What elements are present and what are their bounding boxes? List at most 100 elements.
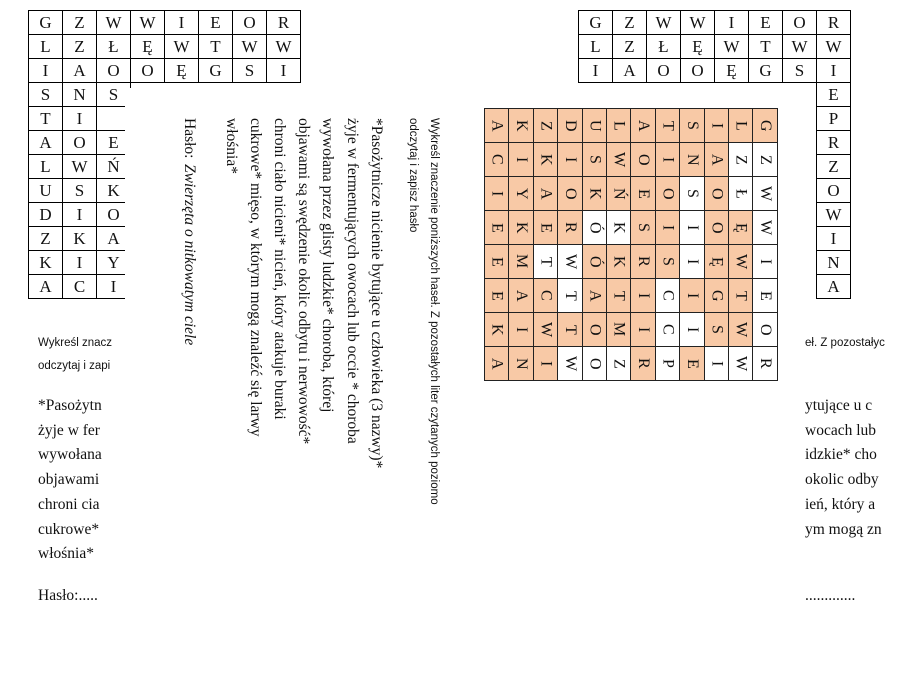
word-search-cell: W	[728, 244, 754, 279]
word-search-cell: A	[630, 108, 656, 143]
word-search-cell: E	[484, 210, 510, 245]
word-search-cell: I	[532, 346, 559, 381]
grid-cell: E	[748, 10, 783, 35]
grid-cell: L	[578, 34, 613, 59]
word-search-cell: K	[606, 244, 632, 279]
word-search-cell: C	[654, 312, 681, 347]
word-search-cell: E	[752, 278, 778, 313]
word-search-cell: Ł	[728, 176, 754, 211]
word-search-cell: O	[752, 312, 778, 347]
word-search-cell: I	[679, 312, 705, 347]
grid-cell: K	[28, 250, 63, 275]
word-search-cell: Ę	[728, 210, 754, 245]
word-search-cell: O	[703, 176, 729, 211]
word-search-cell: W	[557, 244, 583, 279]
grid-cell: Ę	[130, 34, 165, 59]
word-search-cell: S	[703, 312, 729, 347]
clue-text: cukrowe*	[38, 520, 100, 538]
word-search-cell: Y	[508, 176, 534, 211]
word-search-cell: T	[532, 244, 559, 279]
word-search-cell: K	[508, 108, 534, 143]
grid-cell: Z	[612, 34, 647, 59]
clue-text: żyje w fer	[38, 421, 100, 439]
word-search-cell: S	[581, 142, 607, 177]
word-search-cell: P	[654, 346, 681, 381]
word-search-cell: E	[484, 278, 510, 313]
word-search-cell: I	[679, 278, 705, 313]
word-search-cell: W	[557, 346, 583, 381]
grid-cell: W	[266, 34, 301, 59]
word-search-cell: I	[508, 312, 534, 347]
word-search-cell: C	[532, 278, 559, 313]
grid-cell: O	[130, 58, 165, 83]
grid-cell: O	[646, 58, 681, 83]
word-search-cell: O	[581, 312, 607, 347]
word-search-cell: K	[508, 210, 534, 245]
grid-cell: O	[96, 58, 131, 83]
word-search-cell: S	[679, 108, 705, 143]
clue-text: wywołana	[38, 446, 102, 464]
word-search-cell: O	[581, 346, 607, 381]
word-search-cell: S	[654, 244, 681, 279]
grid-cell: W	[816, 202, 851, 227]
grid-cell: Ę	[680, 34, 715, 59]
word-search-cell: I	[654, 142, 681, 177]
grid-cell: S	[782, 58, 817, 83]
grid-cell: N	[62, 82, 97, 107]
word-search-cell: R	[557, 210, 583, 245]
password-line: Hasło: Zwierzęta o nitkowatym ciele	[180, 118, 198, 346]
grid-cell: I	[714, 10, 749, 35]
word-search-cell: G	[752, 108, 778, 143]
grid-cell: Ł	[96, 34, 131, 59]
word-search-cell: E	[484, 244, 510, 279]
grid-cell: A	[28, 130, 63, 155]
word-search-cell: I	[557, 142, 583, 177]
grid-cell: Ę	[164, 58, 199, 83]
clue-text: cukrowe* mięso, w którym mogą znaleźć si…	[247, 118, 264, 437]
word-search-cell: L	[728, 108, 754, 143]
word-search-cell: C	[654, 278, 681, 313]
word-search-cell: R	[630, 244, 656, 279]
word-search-cell: I	[630, 278, 656, 313]
grid-cell: W	[164, 34, 199, 59]
word-search-cell: I	[679, 244, 705, 279]
grid-cell: T	[28, 106, 63, 131]
word-search-cell: G	[703, 278, 729, 313]
word-search-cell: I	[508, 142, 534, 177]
clue-text: żyje w fermentujących owocach lub occie …	[344, 118, 361, 444]
password-label: Hasło:	[181, 118, 198, 159]
grid-cell: U	[28, 178, 63, 203]
grid-cell: W	[232, 34, 267, 59]
grid-cell: W	[714, 34, 749, 59]
word-search-cell: D	[557, 108, 583, 143]
word-search-cell: N	[679, 142, 705, 177]
word-search-cell: R	[630, 346, 656, 381]
grid-cell: E	[198, 10, 233, 35]
word-search-cell: R	[752, 346, 778, 381]
word-search-cell: T	[557, 312, 583, 347]
word-search-cell: O	[630, 142, 656, 177]
word-search-cell: S	[630, 210, 656, 245]
clue-text: objawami są swędzenie okolic odbytu i ne…	[295, 118, 312, 445]
clue-text: okolic odby	[805, 471, 879, 489]
word-search-cell: E	[532, 210, 559, 245]
grid-cell: R	[266, 10, 301, 35]
word-search-cell: O	[703, 210, 729, 245]
word-search-cell: Ę	[703, 244, 729, 279]
word-search-cell: N	[508, 346, 534, 381]
grid-cell: Ę	[714, 58, 749, 83]
clue-text: *Pasożytn	[38, 397, 102, 414]
grid-cell: L	[28, 34, 63, 59]
word-search-cell: I	[630, 312, 656, 347]
word-search-cell: Z	[606, 346, 632, 381]
word-search-cell: C	[484, 142, 510, 177]
grid-cell: I	[28, 58, 63, 83]
grid-cell: S	[232, 58, 267, 83]
grid-cell: C	[62, 274, 97, 299]
grid-cell: O	[680, 58, 715, 83]
grid-cell: D	[28, 202, 63, 227]
grid-cell: W	[680, 10, 715, 35]
grid-cell: A	[612, 58, 647, 83]
grid-cell: S	[28, 82, 63, 107]
word-search-cell: I	[752, 244, 778, 279]
